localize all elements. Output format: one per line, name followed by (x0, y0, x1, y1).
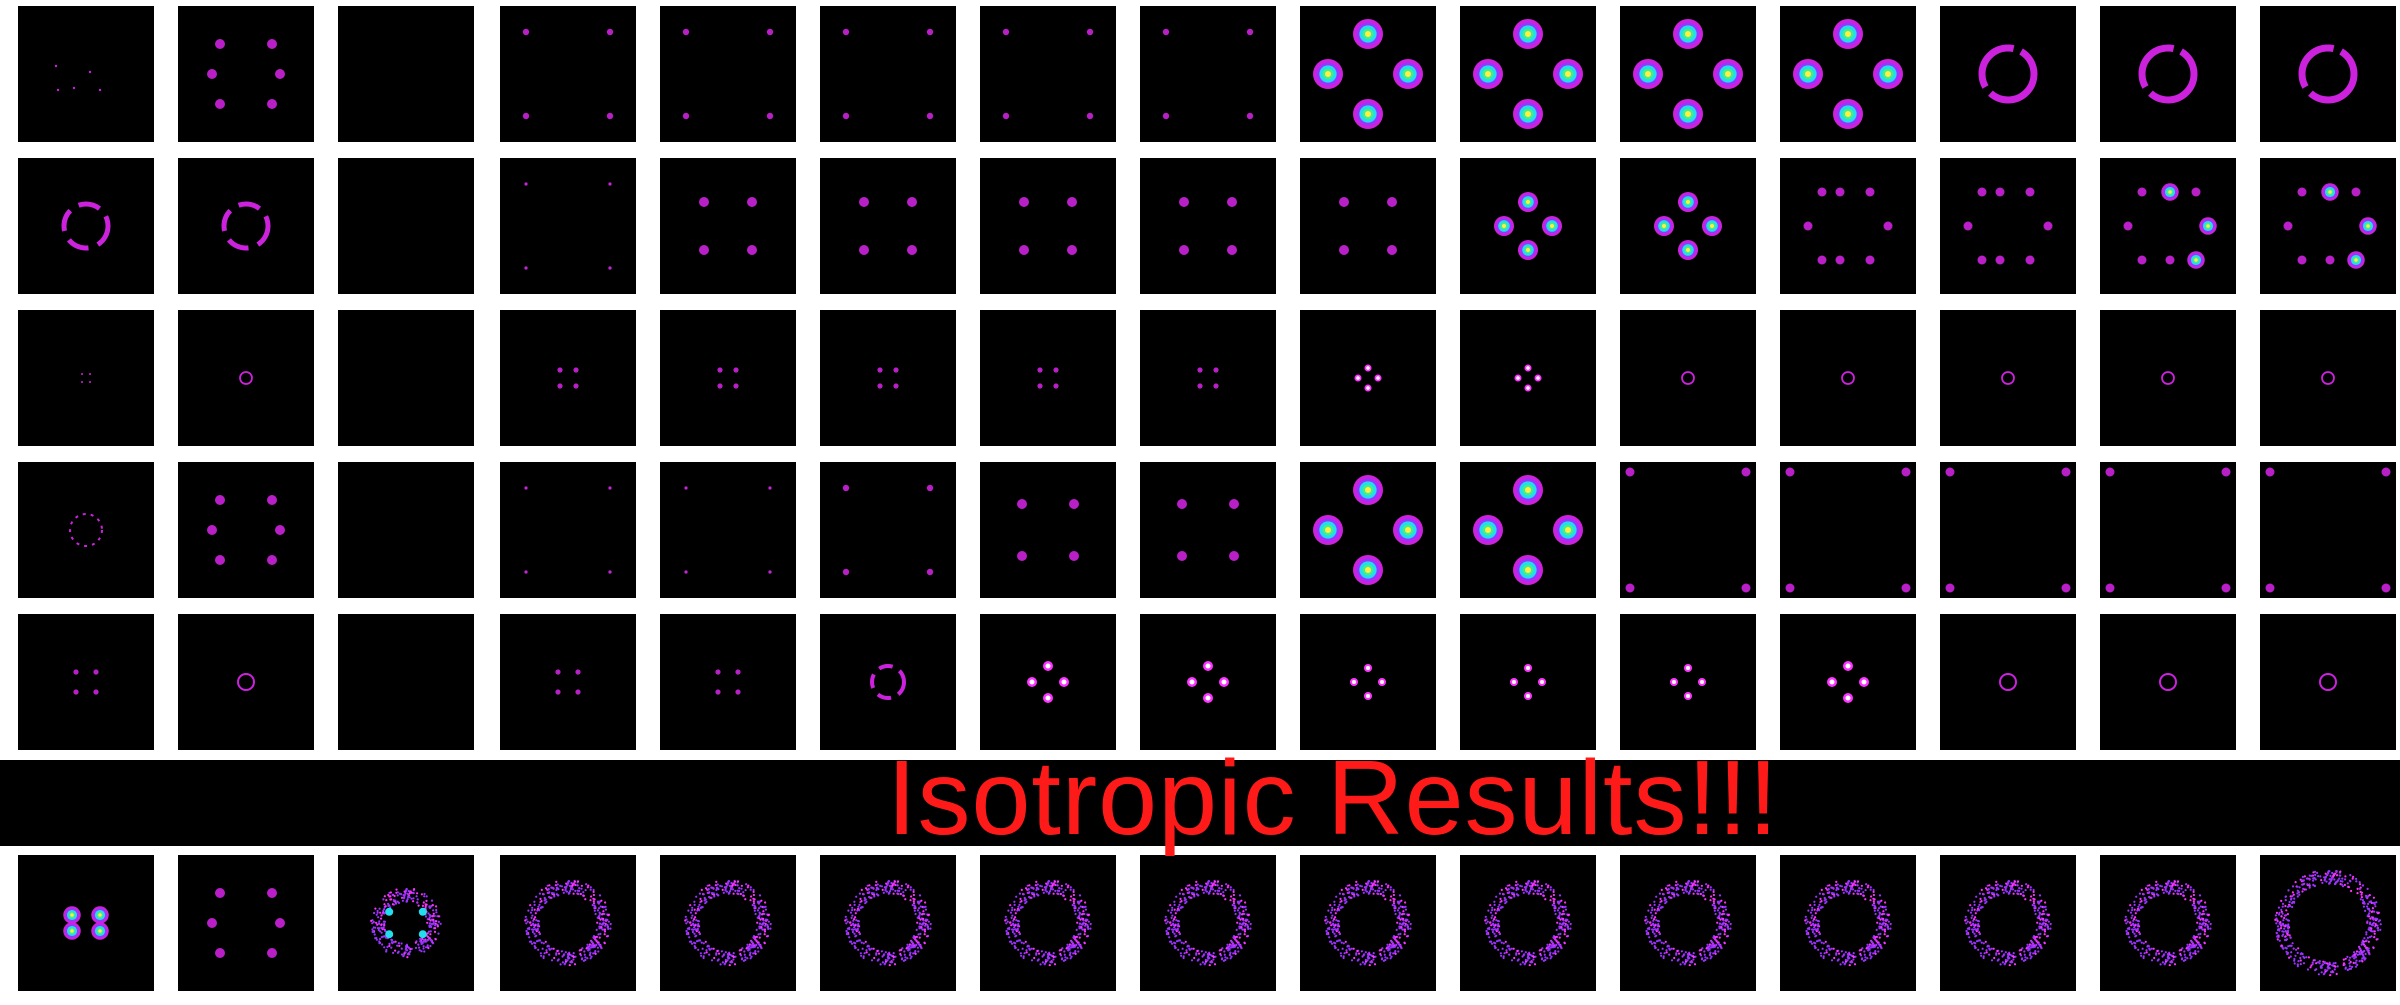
plot-panel-r6-c6 (820, 855, 956, 991)
plot-panel-r4-c7 (980, 462, 1116, 598)
plot-panel-r4-c9 (1300, 462, 1436, 598)
plot-panel-r6-c9 (1300, 855, 1436, 991)
plot-panel-r1-c2 (178, 6, 314, 142)
plot-panel-r4-c12 (1780, 462, 1916, 598)
plot-panel-r5-c13 (1940, 614, 2076, 750)
plot-panel-r3-c12 (1780, 310, 1916, 446)
plot-panel-r1-c1 (18, 6, 154, 142)
plot-panel-r6-c10 (1460, 855, 1596, 991)
plot-panel-r2-c13 (1940, 158, 2076, 294)
plot-panel-r5-c7 (980, 614, 1116, 750)
plot-panel-r6-c1 (18, 855, 154, 991)
plot-panel-r4-c5 (660, 462, 796, 598)
plot-panel-r1-c6 (820, 6, 956, 142)
plot-panel-r2-c4 (500, 158, 636, 294)
plot-panel-r5-c1 (18, 614, 154, 750)
plot-panel-r3-c13 (1940, 310, 2076, 446)
banner-title: Isotropic Results!!! (887, 739, 1779, 857)
plot-panel-r1-c14 (2100, 6, 2236, 142)
plot-panel-r5-c8 (1140, 614, 1276, 750)
plot-panel-r6-c4 (500, 855, 636, 991)
plot-panel-r3-c3 (338, 310, 474, 446)
plot-panel-r5-c15 (2260, 614, 2396, 750)
plot-panel-r6-c5 (660, 855, 796, 991)
plot-panel-r1-c12 (1780, 6, 1916, 142)
plot-panel-r1-c15 (2260, 6, 2396, 142)
plot-panel-r1-c11 (1620, 6, 1756, 142)
plot-panel-r1-c9 (1300, 6, 1436, 142)
plot-panel-r3-c14 (2100, 310, 2236, 446)
plot-panel-r5-c12 (1780, 614, 1916, 750)
plot-panel-r3-c10 (1460, 310, 1596, 446)
plot-panel-r6-c13 (1940, 855, 2076, 991)
plot-panel-r4-c4 (500, 462, 636, 598)
plot-panel-r6-c11 (1620, 855, 1756, 991)
plot-panel-r2-c1 (18, 158, 154, 294)
plot-panel-r1-c8 (1140, 6, 1276, 142)
plot-panel-r4-c15 (2260, 462, 2396, 598)
plot-panel-r2-c15 (2260, 158, 2396, 294)
plot-panel-r4-c10 (1460, 462, 1596, 598)
plot-panel-r2-c3 (338, 158, 474, 294)
plot-panel-r4-c3 (338, 462, 474, 598)
plot-panel-r4-c6 (820, 462, 956, 598)
plot-panel-r1-c3 (338, 6, 474, 142)
plot-panel-r3-c8 (1140, 310, 1276, 446)
plot-panel-r4-c11 (1620, 462, 1756, 598)
plot-panel-r3-c7 (980, 310, 1116, 446)
plot-panel-r5-c10 (1460, 614, 1596, 750)
plot-panel-r2-c9 (1300, 158, 1436, 294)
plot-panel-r4-c2 (178, 462, 314, 598)
plot-panel-r4-c8 (1140, 462, 1276, 598)
plot-panel-r3-c2 (178, 310, 314, 446)
plot-panel-r3-c4 (500, 310, 636, 446)
plot-panel-r3-c9 (1300, 310, 1436, 446)
plot-panel-r5-c11 (1620, 614, 1756, 750)
plot-panel-r1-c7 (980, 6, 1116, 142)
plot-panel-r6-c8 (1140, 855, 1276, 991)
plot-panel-r6-c15 (2260, 855, 2396, 991)
plot-panel-r3-c5 (660, 310, 796, 446)
plot-panel-r2-c12 (1780, 158, 1916, 294)
plot-panel-r3-c6 (820, 310, 956, 446)
plot-panel-r3-c15 (2260, 310, 2396, 446)
plot-panel-r5-c6 (820, 614, 956, 750)
plot-panel-r1-c10 (1460, 6, 1596, 142)
plot-panel-r6-c7 (980, 855, 1116, 991)
plot-panel-r5-c5 (660, 614, 796, 750)
plot-panel-r5-c3 (338, 614, 474, 750)
plot-panel-r2-c2 (178, 158, 314, 294)
plot-panel-r4-c1 (18, 462, 154, 598)
plot-panel-r6-c2 (178, 855, 314, 991)
plot-panel-r4-c13 (1940, 462, 2076, 598)
plot-panel-r1-c13 (1940, 6, 2076, 142)
plot-panel-r4-c14 (2100, 462, 2236, 598)
plot-panel-r6-c14 (2100, 855, 2236, 991)
plot-panel-r5-c4 (500, 614, 636, 750)
plot-panel-r6-c3 (338, 855, 474, 991)
banner-strip (0, 760, 2400, 846)
plot-panel-r1-c5 (660, 6, 796, 142)
plot-panel-r2-c11 (1620, 158, 1756, 294)
plot-panel-r2-c10 (1460, 158, 1596, 294)
plot-panel-r2-c6 (820, 158, 956, 294)
plot-panel-r2-c14 (2100, 158, 2236, 294)
plot-panel-r5-c9 (1300, 614, 1436, 750)
plot-panel-r5-c2 (178, 614, 314, 750)
plot-panel-r3-c1 (18, 310, 154, 446)
plot-panel-r5-c14 (2100, 614, 2236, 750)
plot-panel-r2-c8 (1140, 158, 1276, 294)
plot-panel-r2-c5 (660, 158, 796, 294)
plot-panel-r2-c7 (980, 158, 1116, 294)
plot-panel-r3-c11 (1620, 310, 1756, 446)
plot-panel-r6-c12 (1780, 855, 1916, 991)
plot-panel-r1-c4 (500, 6, 636, 142)
